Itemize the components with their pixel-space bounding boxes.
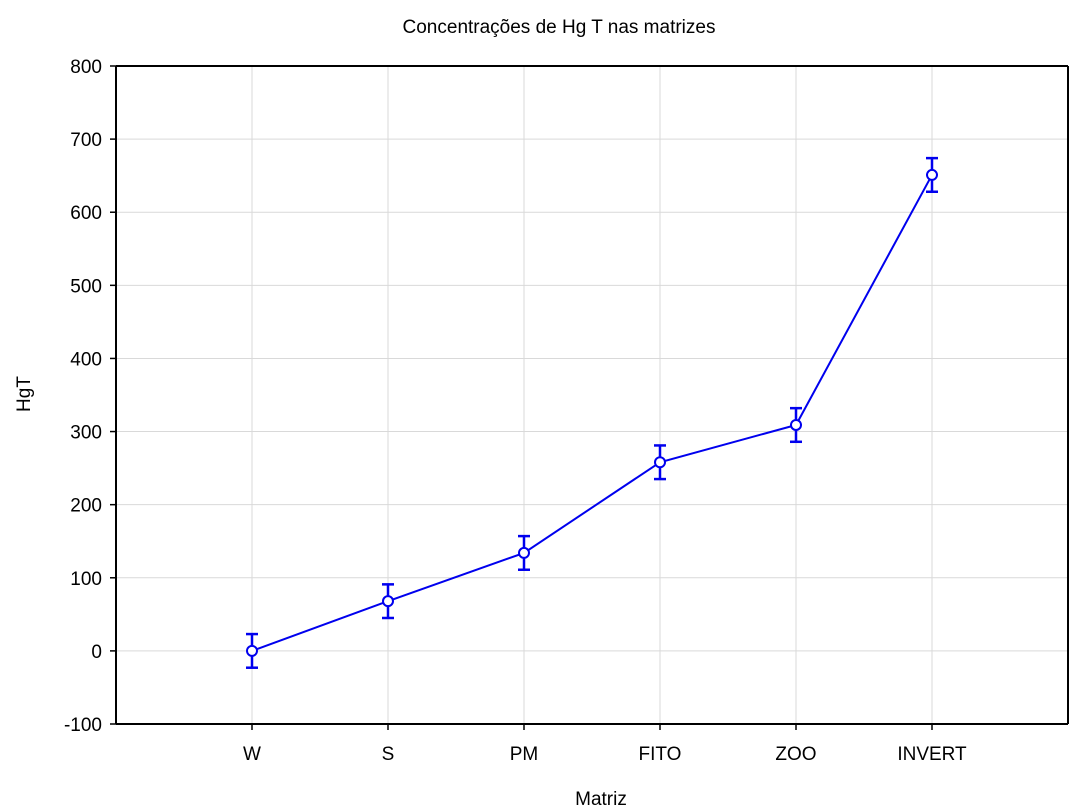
x-tick-label: S	[382, 744, 395, 765]
ticks-layer: -100 0 100 200 300 400 500 600 700 800 W S PM FITO ZOO…	[64, 57, 967, 765]
x-tick-label: PM	[510, 744, 539, 765]
y-tick-label: 800	[70, 57, 102, 78]
y-tick-label: 400	[70, 349, 102, 370]
y-axis-title: HgT	[14, 376, 35, 412]
y-tick-label: 300	[70, 423, 102, 444]
series-line	[251, 174, 933, 652]
y-tick-label: 200	[70, 496, 102, 517]
data-point	[790, 418, 802, 431]
x-axis-title: Matriz	[575, 789, 627, 810]
y-tick-label: 700	[70, 130, 102, 151]
y-tick-label: 500	[70, 276, 102, 297]
x-tick-label: W	[243, 744, 261, 765]
data-point	[926, 168, 938, 181]
series-layer	[246, 156, 938, 669]
y-tick-label: 100	[70, 569, 102, 590]
x-tick-label: ZOO	[775, 744, 816, 765]
y-tick-label: 600	[70, 203, 102, 224]
chart-title: Concentrações de Hg T nas matrizes	[403, 17, 716, 38]
x-tick-label: FITO	[639, 744, 682, 765]
y-tick-label: -100	[64, 715, 102, 736]
data-point	[246, 644, 258, 657]
axes-layer	[115, 65, 1069, 725]
x-tick-label: INVERT	[897, 744, 967, 765]
data-point	[382, 595, 394, 608]
grid-layer	[116, 66, 1068, 724]
y-tick-label: 0	[91, 642, 102, 663]
data-point	[654, 456, 666, 469]
data-point	[518, 546, 530, 559]
